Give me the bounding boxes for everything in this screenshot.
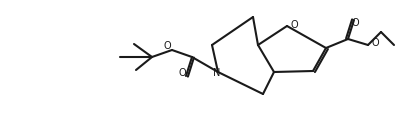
Text: O: O xyxy=(351,18,359,28)
Text: O: O xyxy=(163,41,171,51)
Text: O: O xyxy=(371,38,379,48)
Text: O: O xyxy=(290,20,298,30)
Text: N: N xyxy=(213,68,220,78)
Text: O: O xyxy=(178,68,186,78)
